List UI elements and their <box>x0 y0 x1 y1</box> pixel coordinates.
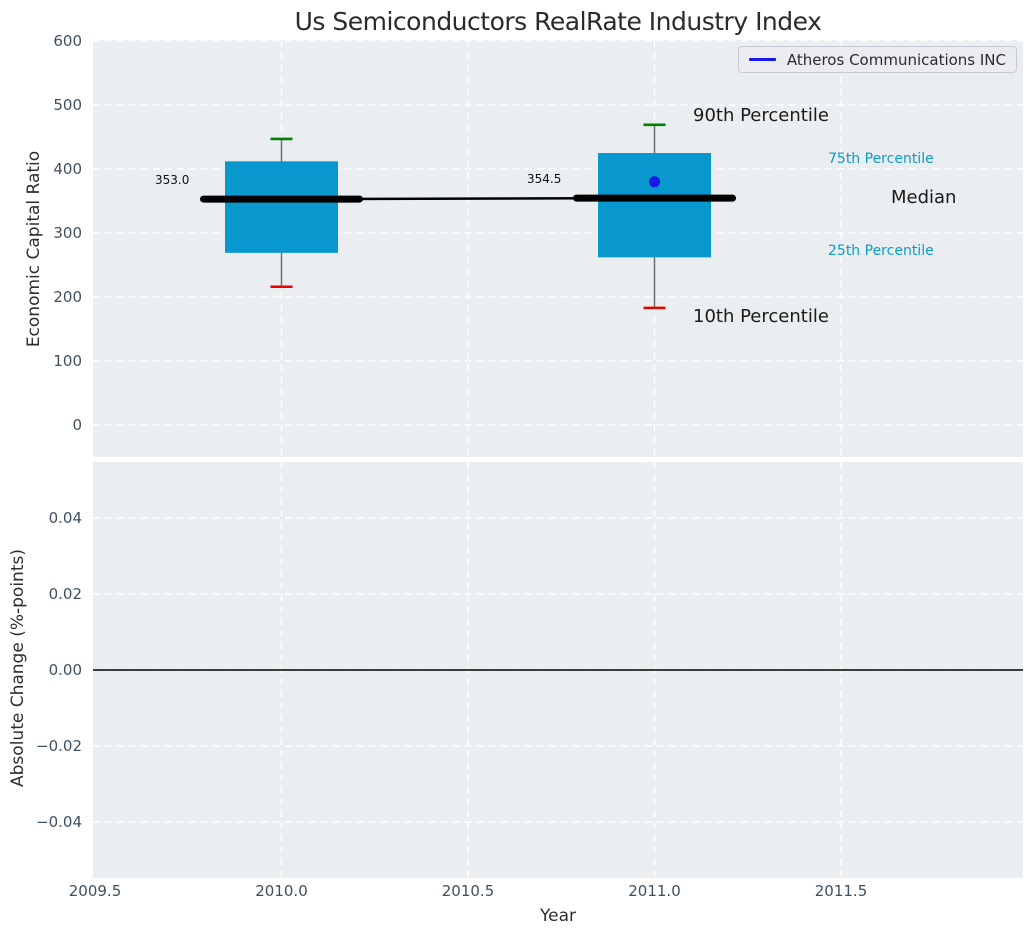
y-tick-bottom-−0.04: −0.04 <box>36 813 82 831</box>
x-tick-2011.0: 2011.0 <box>628 882 681 900</box>
x-tick-2010.0: 2010.0 <box>255 882 308 900</box>
chart-title: Us Semiconductors RealRate Industry Inde… <box>294 7 822 36</box>
x-axis-label: Year <box>540 906 576 926</box>
legend-line-sample <box>749 58 776 61</box>
company-point <box>649 176 660 188</box>
annotation-m2011: 354.5 <box>527 172 562 186</box>
y-tick-top-500: 500 <box>53 96 82 114</box>
y-tick-bottom-0.02: 0.02 <box>48 585 82 603</box>
y-tick-top-300: 300 <box>53 224 82 242</box>
iqr-box-2010 <box>225 161 338 253</box>
iqr-box-2011 <box>598 153 711 258</box>
annotation-p75: 75th Percentile <box>828 151 934 167</box>
y-axis-label-bottom: Absolute Change (%-points) <box>8 549 28 787</box>
x-tick-2011.5: 2011.5 <box>814 882 868 900</box>
legend: Atheros Communications INC <box>738 46 1017 73</box>
y-tick-bottom-0.00: 0.00 <box>48 661 82 679</box>
y-tick-top-200: 200 <box>53 288 82 306</box>
y-tick-top-600: 600 <box>53 32 82 50</box>
x-tick-2010.5: 2010.5 <box>441 882 495 900</box>
annotation-p90: 90th Percentile <box>693 105 829 126</box>
y-tick-bottom-0.04: 0.04 <box>48 509 82 527</box>
legend-label: Atheros Communications INC <box>786 50 1006 69</box>
y-tick-top-0: 0 <box>72 416 82 434</box>
y-tick-top-100: 100 <box>53 352 82 370</box>
y-tick-bottom-−0.02: −0.02 <box>36 737 82 755</box>
annotation-p10: 10th Percentile <box>693 306 829 327</box>
y-axis-label-top: Economic Capital Ratio <box>24 150 44 348</box>
x-tick-2009.5: 2009.5 <box>68 882 122 900</box>
annotation-m2010: 353.0 <box>155 173 190 187</box>
annotation-median: Median <box>891 187 957 208</box>
annotation-p25: 25th Percentile <box>828 243 934 259</box>
y-tick-top-400: 400 <box>53 160 82 178</box>
